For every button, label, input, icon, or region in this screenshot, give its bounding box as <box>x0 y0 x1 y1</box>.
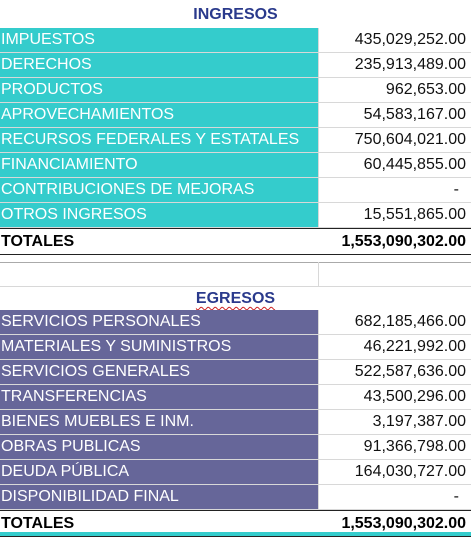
egresos-table: SERVICIOS PERSONALES 682,185,466.00 MATE… <box>0 310 471 537</box>
ingresos-table: IMPUESTOS 435,029,252.00 DERECHOS 235,91… <box>0 28 471 255</box>
row-value: 682,185,466.00 <box>318 310 471 335</box>
divider-split <box>318 262 319 287</box>
divider-line <box>0 262 471 263</box>
row-value: 46,221,992.00 <box>318 335 471 360</box>
row-label: IMPUESTOS <box>0 28 318 53</box>
total-label: TOTALES <box>0 511 318 536</box>
table-row: SERVICIOS GENERALES 522,587,636.00 <box>0 360 471 385</box>
table-row: IMPUESTOS 435,029,252.00 <box>0 28 471 53</box>
row-label: PRODUCTOS <box>0 78 318 103</box>
table-row: APROVECHAMIENTOS 54,583,167.00 <box>0 103 471 128</box>
table-row: PRODUCTOS 962,653.00 <box>0 78 471 103</box>
row-value: 750,604,021.00 <box>318 128 471 153</box>
row-label: SERVICIOS GENERALES <box>0 360 318 385</box>
table-row: DERECHOS 235,913,489.00 <box>0 53 471 78</box>
egresos-header-row: EGRESOS <box>0 287 471 310</box>
table-row: OBRAS PUBLICAS 91,366,798.00 <box>0 435 471 460</box>
row-label: DISPONIBILIDAD FINAL <box>0 485 318 510</box>
row-label: MATERIALES Y SUMINISTROS <box>0 335 318 360</box>
ingresos-header-cell: INGRESOS <box>0 0 471 28</box>
total-value: 1,553,090,302.00 <box>318 229 471 254</box>
row-label: SERVICIOS PERSONALES <box>0 310 318 335</box>
row-label: DEUDA PÚBLICA <box>0 460 318 485</box>
section-divider <box>0 255 471 287</box>
row-value: 164,030,727.00 <box>318 460 471 485</box>
row-value: 43,500,296.00 <box>318 385 471 410</box>
table-row: FINANCIAMIENTO 60,445,855.00 <box>0 153 471 178</box>
row-value: - <box>318 485 471 510</box>
row-value: 435,029,252.00 <box>318 28 471 53</box>
row-label: TRANSFERENCIAS <box>0 385 318 410</box>
row-value: 54,583,167.00 <box>318 103 471 128</box>
row-value: 522,587,636.00 <box>318 360 471 385</box>
table-row: CONTRIBUCIONES DE MEJORAS - <box>0 178 471 203</box>
row-label: DERECHOS <box>0 53 318 78</box>
row-label: OBRAS PUBLICAS <box>0 435 318 460</box>
table-row: RECURSOS FEDERALES Y ESTATALES 750,604,0… <box>0 128 471 153</box>
table-row: DISPONIBILIDAD FINAL - <box>0 485 471 510</box>
table-row: MATERIALES Y SUMINISTROS 46,221,992.00 <box>0 335 471 360</box>
row-label-text: BIENES MUEBLES E INM. <box>1 413 194 430</box>
row-value: 3,197,387.00 <box>318 410 471 435</box>
row-label: APROVECHAMIENTOS <box>0 103 318 128</box>
row-value: 60,445,855.00 <box>318 153 471 178</box>
row-value: - <box>318 178 471 203</box>
table-row: SERVICIOS PERSONALES 682,185,466.00 <box>0 310 471 335</box>
egresos-header-cell: EGRESOS <box>0 287 471 310</box>
row-label: RECURSOS FEDERALES Y ESTATALES <box>0 128 318 153</box>
row-value: 15,551,865.00 <box>318 203 471 228</box>
egresos-header: EGRESOS <box>195 290 276 307</box>
egresos-total-row: TOTALES 1,553,090,302.00 <box>0 510 471 537</box>
divider-bottom <box>0 286 471 287</box>
ingresos-header: INGRESOS <box>193 6 278 23</box>
table-row: OTROS INGRESOS 15,551,865.00 <box>0 203 471 228</box>
row-label: FINANCIAMIENTO <box>0 153 318 178</box>
row-label: OTROS INGRESOS <box>0 203 318 228</box>
table-row: TRANSFERENCIAS 43,500,296.00 <box>0 385 471 410</box>
table-row: DEUDA PÚBLICA 164,030,727.00 <box>0 460 471 485</box>
row-value: 235,913,489.00 <box>318 53 471 78</box>
ingresos-header-row: INGRESOS <box>0 0 471 28</box>
table-row: BIENES MUEBLES E INM. 3,197,387.00 <box>0 410 471 435</box>
row-label: BIENES MUEBLES E INM. <box>0 410 318 435</box>
total-label: TOTALES <box>0 229 318 254</box>
row-label: CONTRIBUCIONES DE MEJORAS <box>0 178 318 203</box>
bottom-accent-bar <box>0 532 471 536</box>
row-value: 962,653.00 <box>318 78 471 103</box>
total-value: 1,553,090,302.00 <box>318 511 471 536</box>
row-value: 91,366,798.00 <box>318 435 471 460</box>
ingresos-total-row: TOTALES 1,553,090,302.00 <box>0 228 471 255</box>
